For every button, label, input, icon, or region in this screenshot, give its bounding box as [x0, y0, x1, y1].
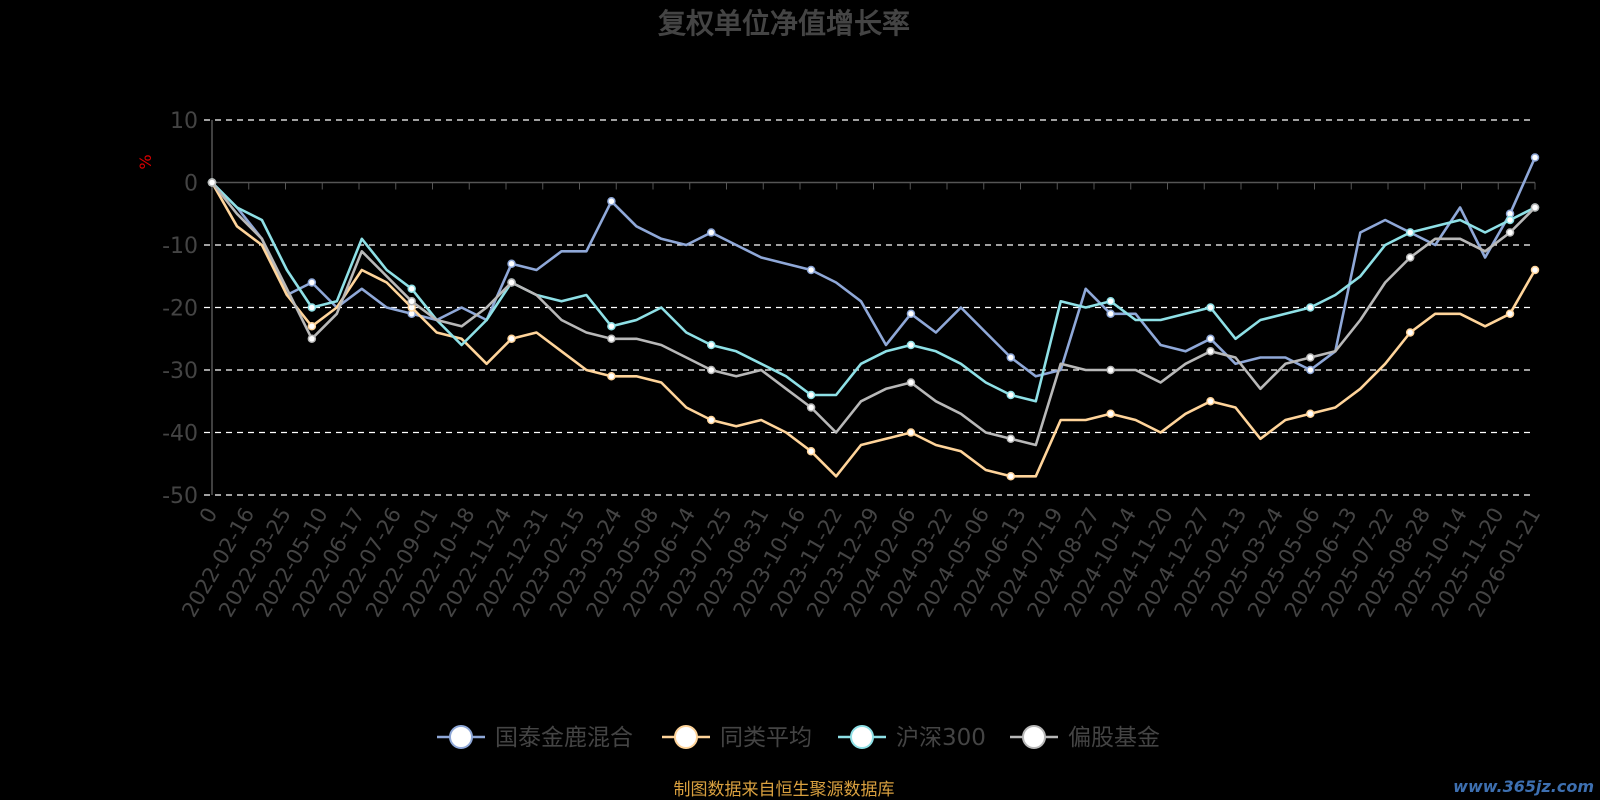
grid-lines	[204, 119, 1535, 496]
legend-label: 偏股基金	[1068, 725, 1160, 751]
data-point	[1006, 353, 1016, 362]
data-point	[1206, 334, 1215, 343]
chart-title: 复权单位净值增长率	[658, 7, 910, 40]
data-point	[1106, 409, 1115, 418]
data-point	[1306, 353, 1315, 362]
data-point	[706, 340, 716, 350]
legend-label: 沪深300	[896, 725, 986, 751]
legend[interactable]: 国泰金鹿混合 同类平均 沪深300 偏股基金	[437, 725, 1160, 751]
y-tick-label: 10	[170, 109, 198, 134]
series-line	[211, 181, 1536, 403]
data-point	[1106, 309, 1115, 318]
data-point	[607, 372, 616, 381]
data-point	[507, 278, 516, 287]
data-point	[1405, 228, 1415, 237]
legend-marker	[449, 725, 473, 749]
data-point	[307, 303, 317, 312]
y-tick-label: -30	[162, 359, 198, 384]
y-axis-unit: %	[136, 154, 155, 169]
source-note: 制图数据来自恒生聚源数据库	[674, 780, 895, 800]
data-point	[307, 322, 317, 331]
data-point	[1306, 409, 1315, 418]
data-point	[1405, 328, 1415, 337]
legend-label: 国泰金鹿混合	[495, 725, 633, 751]
legend-item[interactable]: 国泰金鹿混合	[437, 725, 633, 751]
data-point	[706, 228, 716, 237]
data-point	[1530, 153, 1540, 162]
legend-item[interactable]: 沪深300	[838, 725, 986, 751]
data-point	[1306, 365, 1315, 375]
series-line	[210, 181, 1536, 447]
data-point	[1505, 309, 1515, 318]
data-point	[607, 197, 616, 206]
data-point	[1006, 390, 1016, 400]
data-point	[407, 284, 416, 293]
data-point	[207, 178, 217, 187]
data-point	[806, 265, 816, 275]
series-line	[210, 181, 1537, 478]
data-point	[1505, 215, 1515, 225]
data-point	[507, 334, 516, 343]
data-point	[906, 309, 916, 318]
data-point	[1006, 472, 1016, 481]
data-point	[706, 415, 716, 425]
y-axis: 10 0 -10 -20 -30 -40 -50	[162, 109, 213, 509]
y-tick-label: -10	[162, 234, 198, 259]
data-point	[706, 365, 716, 375]
data-point	[1206, 347, 1215, 356]
series-group	[207, 153, 1540, 481]
data-point	[1530, 203, 1540, 212]
data-point	[1006, 434, 1016, 443]
data-point	[906, 340, 916, 350]
legend-marker	[1022, 725, 1046, 749]
data-point	[806, 403, 816, 412]
data-point	[607, 334, 616, 343]
data-point	[906, 428, 916, 437]
watermark: www.365jz.com	[1453, 777, 1594, 796]
legend-label: 同类平均	[720, 725, 812, 751]
data-point	[307, 278, 317, 287]
data-point	[607, 322, 616, 331]
data-point	[1306, 303, 1315, 312]
x-tick-label: 0	[195, 504, 222, 528]
legend-marker	[674, 725, 698, 749]
legend-item[interactable]: 偏股基金	[1010, 725, 1160, 751]
data-point	[1405, 253, 1415, 262]
data-point	[1206, 397, 1215, 406]
y-tick-label: -50	[162, 484, 198, 509]
legend-item[interactable]: 同类平均	[662, 725, 812, 751]
data-point	[906, 378, 916, 387]
legend-marker	[850, 725, 874, 749]
data-point	[507, 259, 516, 268]
data-point	[806, 390, 816, 400]
data-point	[307, 334, 317, 343]
data-point	[1505, 228, 1515, 237]
data-point	[806, 447, 816, 456]
data-point	[1530, 265, 1540, 275]
y-tick-label: 0	[184, 172, 198, 197]
y-tick-label: -20	[162, 297, 198, 322]
y-tick-label: -40	[162, 422, 198, 447]
data-point	[1106, 365, 1115, 375]
data-point	[1106, 297, 1115, 306]
data-point	[407, 297, 416, 306]
series-line	[211, 156, 1537, 378]
data-point	[1206, 303, 1215, 312]
